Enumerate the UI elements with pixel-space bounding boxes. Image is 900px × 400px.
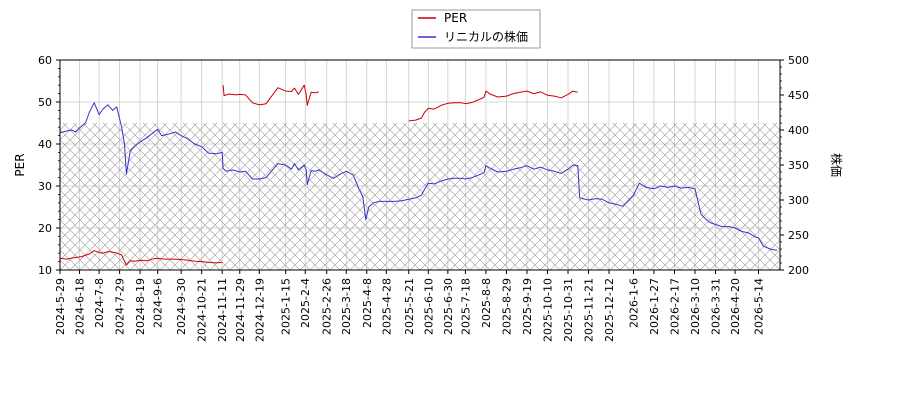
x-tick-label: 2025-9-19 [521,278,534,335]
x-tick-label: 2024-7-29 [114,278,127,335]
x-tick-label: 2025-4-8 [361,278,374,328]
x-tick-label: 2024-10-21 [196,278,209,342]
legend-label-price: リニカルの株価 [444,29,528,44]
x-tick-label: 2025-3-18 [340,278,353,335]
legend: PER リニカルの株価 [411,9,541,49]
x-tick-label: 2025-5-21 [403,278,416,335]
x-tick-label: 2025-12-12 [603,278,616,342]
x-tick-label: 2024-9-6 [152,278,165,328]
x-tick-label: 2026-4-20 [729,278,742,335]
x-axis: 2024-5-29 2024-6-18 2024-7-8 2024-7-29 2024-… [54,270,766,342]
left-tick-label: 20 [38,222,52,235]
x-tick-label: 2025-2-26 [321,278,334,335]
right-axis: 200 250 300 350 400 450 500 [780,54,809,277]
right-tick-label: 300 [788,194,809,207]
x-tick-label: 2025-11-21 [583,278,596,342]
series-line-price [60,102,778,251]
x-tick-label: 2025-6-30 [442,278,455,335]
legend-label-per: PER [444,11,467,25]
x-tick-label: 2024-12-19 [253,278,266,342]
x-tick-label: 2024-8-19 [134,278,147,335]
x-tick-label: 2025-2-4 [299,278,312,328]
x-tick-label: 2024-11-29 [234,278,247,342]
x-tick-label: 2026-1-27 [648,278,661,335]
series-line-per [408,90,578,122]
left-tick-label: 10 [38,264,52,277]
x-tick-label: 2026-1-6 [627,278,640,328]
x-tick-label: 2024-11-11 [216,278,229,342]
x-tick-label: 2024-5-29 [54,278,67,335]
series-line-per [60,250,223,266]
x-tick-label: 2025-7-18 [459,278,472,335]
right-tick-label: 450 [788,89,809,102]
x-tick-label: 2026-5-14 [753,278,766,335]
x-tick-label: 2025-6-10 [422,278,435,335]
x-tick-label: 2026-2-17 [668,278,681,335]
left-axis: 10 20 30 40 50 60 [38,54,60,277]
right-tick-label: 400 [788,124,809,137]
x-tick-label: 2024-6-18 [74,278,87,335]
left-tick-label: 60 [38,54,52,67]
x-tick-label: 2025-4-28 [380,278,393,335]
x-tick-label: 2026-3-10 [689,278,702,335]
right-tick-label: 250 [788,229,809,242]
x-tick-label: 2026-3-31 [710,278,723,335]
series-lines [60,84,778,266]
x-tick-label: 2024-9-30 [175,278,188,335]
x-tick-label: 2025-8-8 [480,278,493,328]
y-left-label: PER [13,153,27,176]
y-right-label: 株価 [829,153,844,177]
left-tick-label: 30 [38,180,52,193]
series-line-per [222,84,320,106]
hatched-band [60,123,780,270]
right-tick-label: 500 [788,54,809,67]
x-tick-label: 2025-10-31 [562,278,575,342]
x-tick-label: 2025-1-15 [280,278,293,335]
left-tick-label: 40 [38,138,52,151]
x-tick-label: 2025-10-10 [541,278,554,342]
x-tick-label: 2025-8-29 [500,278,513,335]
left-tick-label: 50 [38,96,52,109]
right-tick-label: 350 [788,159,809,172]
x-tick-label: 2024-7-8 [93,278,106,328]
legend-box [411,9,541,49]
right-tick-label: 200 [788,264,809,277]
